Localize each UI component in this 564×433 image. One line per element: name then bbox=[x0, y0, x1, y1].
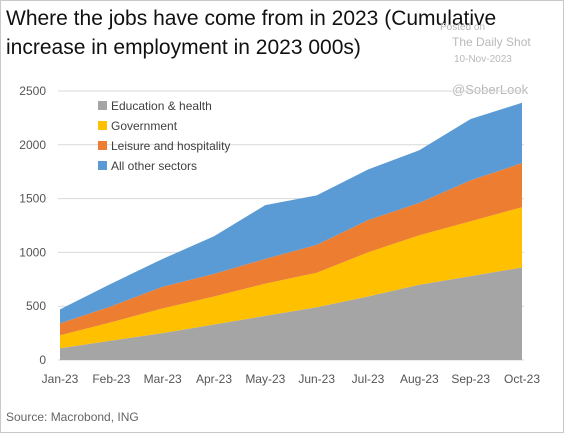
y-axis-ticks: 0 500 1000 1500 2000 2500 bbox=[19, 84, 46, 367]
legend-label: Government bbox=[111, 119, 178, 133]
x-tick-label: May-23 bbox=[245, 372, 285, 386]
y-tick-label: 0 bbox=[39, 353, 46, 367]
y-tick-label: 500 bbox=[26, 299, 46, 313]
watermark-handle: @SoberLook bbox=[452, 82, 529, 97]
y-tick-label: 1500 bbox=[19, 192, 46, 206]
legend-swatch bbox=[98, 141, 107, 150]
x-tick-label: Jan-23 bbox=[42, 372, 79, 386]
series-areas bbox=[60, 102, 522, 360]
x-tick-label: Apr-23 bbox=[196, 372, 232, 386]
legend-swatch bbox=[98, 101, 107, 110]
legend-label: Education & health bbox=[111, 99, 212, 113]
series-area-2 bbox=[60, 163, 522, 336]
x-tick-label: Jul-23 bbox=[352, 372, 385, 386]
chart-title: Where the jobs have come from in 2023 (C… bbox=[6, 7, 497, 59]
x-tick-label: Oct-23 bbox=[504, 372, 540, 386]
y-tick-label: 1000 bbox=[19, 245, 46, 259]
legend: Education & health Government Leisure and … bbox=[98, 99, 230, 173]
source-note: Source: Macrobond, ING bbox=[6, 410, 139, 424]
y-tick-label: 2500 bbox=[19, 84, 46, 98]
series-area-3 bbox=[60, 102, 522, 324]
x-tick-label: Sep-23 bbox=[451, 372, 490, 386]
legend-label: All other sectors bbox=[111, 159, 197, 173]
series-area-1 bbox=[60, 207, 522, 349]
watermark-posted-on: Posted on bbox=[440, 22, 486, 33]
x-axis-ticks: Jan-23 Feb-23 Mar-23 Apr-23 May-23 Jun-23 Jul-… bbox=[42, 372, 541, 386]
y-tick-label: 2000 bbox=[19, 138, 46, 152]
series-area-0 bbox=[60, 267, 522, 360]
watermark-publisher: The Daily Shot bbox=[452, 35, 531, 49]
legend-swatch bbox=[98, 161, 107, 170]
x-tick-label: Feb-23 bbox=[92, 372, 130, 386]
x-tick-label: Jun-23 bbox=[298, 372, 335, 386]
x-tick-label: Mar-23 bbox=[144, 372, 182, 386]
legend-swatch bbox=[98, 121, 107, 130]
legend-label: Leisure and hospitality bbox=[111, 139, 230, 153]
watermark-date: 10-Nov-2023 bbox=[454, 54, 512, 65]
x-tick-label: Aug-23 bbox=[400, 372, 439, 386]
